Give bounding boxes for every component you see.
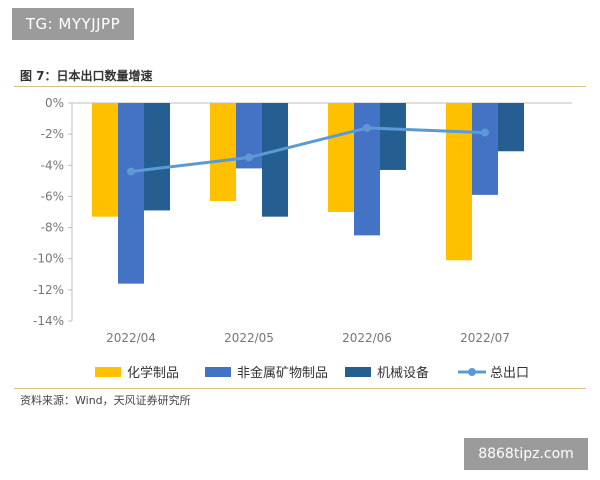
line-point [245, 153, 253, 162]
legend-swatch [95, 367, 121, 377]
bar [380, 103, 406, 170]
legend-line-point [468, 368, 476, 376]
total-exports-line-path [130, 126, 486, 174]
y-tick-label: -14% [33, 314, 64, 328]
watermark-bottom: 8868tipz.com [464, 438, 588, 470]
legend-label: 非金属矿物制品 [237, 365, 328, 381]
x-tick-label: 2022/04 [106, 331, 156, 345]
x-tick-label: 2022/06 [342, 331, 392, 345]
x-tick-label: 2022/07 [460, 331, 510, 345]
axes: 0% -2% -4% -6% -8% -10% -12% -14% 2022/04 2022/05… [33, 96, 572, 345]
watermark-top: TG: MYYJJPP [12, 8, 134, 40]
bar [118, 103, 144, 284]
bar [446, 103, 472, 261]
line-point [363, 123, 371, 132]
source-note: 资料来源：Wind，天风证券研究所 [20, 394, 191, 407]
x-tick-label: 2022/05 [224, 331, 274, 345]
bar [144, 103, 170, 211]
bar [354, 103, 380, 236]
legend-label: 化学制品 [127, 365, 179, 381]
legend-swatch [345, 367, 371, 377]
bar [328, 103, 354, 212]
title-divider [14, 86, 586, 87]
y-tick-label: -10% [33, 252, 64, 266]
bar [210, 103, 236, 202]
legend-label: 总出口 [490, 366, 529, 381]
y-tick-label: -12% [33, 283, 64, 297]
bar [92, 103, 118, 217]
y-tick-label: -6% [41, 189, 64, 203]
legend: 化学制品 非金属矿物制品 机械设备 总出口 [95, 365, 529, 381]
total-exports-line [127, 123, 489, 176]
y-tick-label: -4% [41, 158, 64, 172]
legend-swatch [205, 367, 231, 377]
bar [498, 103, 524, 152]
y-tick-label: 0% [45, 96, 64, 110]
source-divider [14, 388, 586, 389]
bar [472, 103, 498, 195]
figure-title: 图 7：日本出口数量增速 [20, 69, 153, 83]
bars [92, 103, 524, 284]
line-point [481, 128, 489, 137]
legend-label: 机械设备 [377, 365, 429, 381]
y-tick-label: -8% [41, 221, 64, 235]
bar [262, 103, 288, 217]
line-point [127, 167, 135, 176]
y-tick-label: -2% [41, 127, 64, 141]
